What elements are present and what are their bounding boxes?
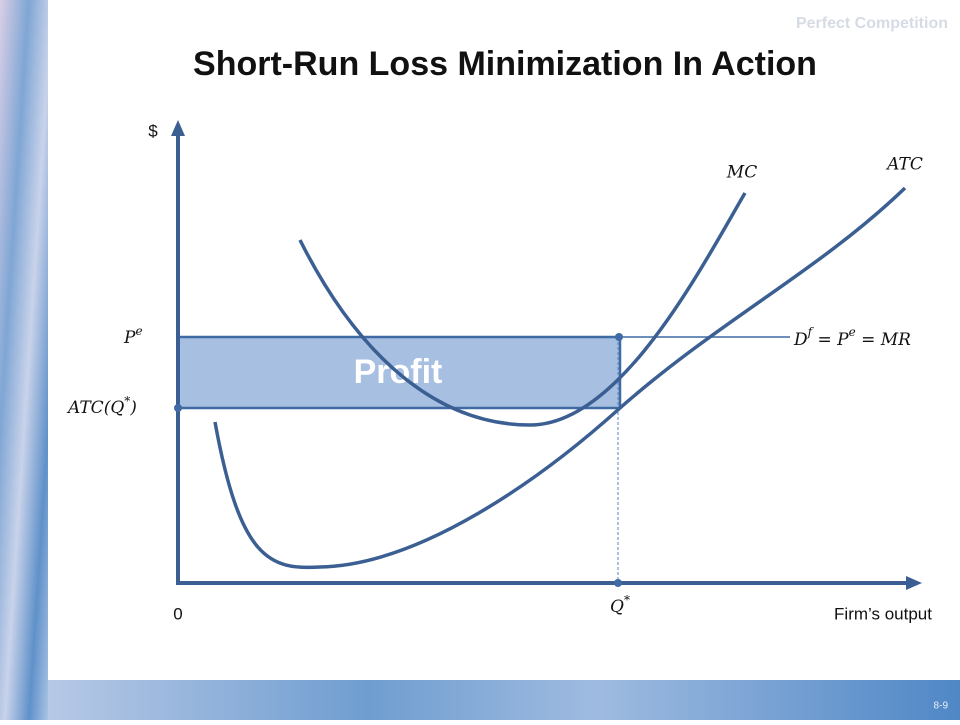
title: Short-Run Loss Minimization In Action	[193, 45, 817, 83]
y-axis-label: $	[148, 121, 158, 140]
origin-label: 0	[173, 604, 182, 623]
section-label: Perfect Competition	[796, 15, 948, 32]
mc-curve	[298, 192, 747, 427]
atc-q-label: ATC(Q*)	[66, 394, 137, 418]
x-axis-label: Firm’s output	[834, 604, 932, 623]
point	[174, 404, 182, 412]
point	[615, 333, 623, 341]
side-band	[0, 0, 48, 720]
demand-label: Df = Pe = MR	[793, 325, 911, 350]
atc-curve	[213, 186, 907, 570]
atc-label: ATC	[885, 155, 923, 175]
page-number: 8-9	[934, 701, 949, 712]
price-label: Pe	[123, 324, 143, 348]
point	[614, 579, 622, 587]
quantity-label: Q*	[610, 593, 630, 617]
x-arrow	[906, 576, 922, 590]
y-arrow	[171, 120, 185, 136]
bottom-band	[48, 680, 960, 720]
mc-label: MC	[726, 163, 757, 183]
